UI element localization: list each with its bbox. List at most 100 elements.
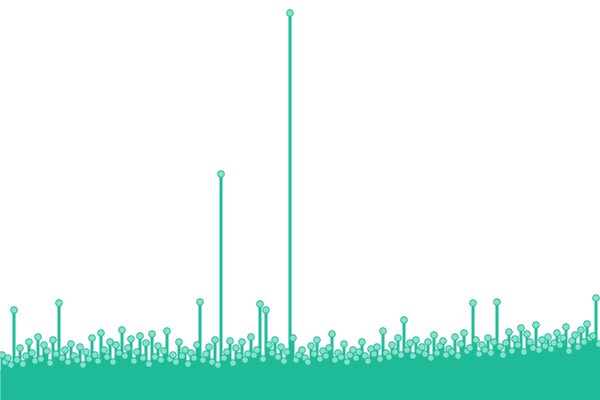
dot — [571, 331, 579, 339]
dot — [400, 316, 408, 324]
dot — [10, 306, 18, 314]
dot — [583, 320, 591, 328]
dot — [421, 350, 429, 358]
dot — [64, 358, 72, 366]
dot — [115, 349, 123, 357]
dot — [406, 339, 414, 347]
dot — [574, 343, 582, 351]
dot — [61, 346, 69, 354]
dot — [307, 342, 315, 350]
dot — [142, 339, 150, 347]
dot — [343, 358, 351, 366]
dot — [286, 9, 294, 17]
dot — [46, 359, 54, 367]
dot — [568, 337, 576, 345]
dot — [469, 299, 477, 307]
dot — [118, 326, 126, 334]
dot — [205, 343, 213, 351]
dot — [538, 336, 546, 344]
dot — [544, 333, 552, 341]
dot — [376, 355, 384, 363]
dot — [223, 348, 231, 356]
dot — [181, 346, 189, 354]
dot — [481, 346, 489, 354]
dot — [517, 324, 525, 332]
dot — [109, 358, 117, 366]
dot — [427, 354, 435, 362]
dot — [247, 333, 255, 341]
dot — [154, 342, 162, 350]
dot — [352, 354, 360, 362]
dot — [493, 298, 501, 306]
dot — [448, 348, 456, 356]
dot — [133, 348, 141, 356]
dot — [502, 339, 510, 347]
dot — [16, 344, 24, 352]
dot — [232, 344, 240, 352]
dot — [508, 347, 516, 355]
dot — [424, 338, 432, 346]
dot — [256, 300, 264, 308]
dot — [196, 298, 204, 306]
dot — [511, 335, 519, 343]
dot — [514, 341, 522, 349]
dot — [460, 329, 468, 337]
dot — [487, 349, 495, 357]
dot — [412, 336, 420, 344]
dot — [58, 354, 66, 362]
dot — [112, 341, 120, 349]
dot — [130, 357, 138, 365]
dot — [274, 353, 282, 361]
dot — [190, 354, 198, 362]
dot — [595, 340, 600, 348]
dot — [94, 357, 102, 365]
dot — [259, 355, 267, 363]
dot — [100, 346, 108, 354]
dot — [124, 344, 132, 352]
dot — [499, 351, 507, 359]
dot — [175, 338, 183, 346]
dot — [466, 344, 474, 352]
dot — [160, 347, 168, 355]
dot — [418, 343, 426, 351]
dot — [385, 353, 393, 361]
dot — [34, 333, 42, 341]
dot — [373, 343, 381, 351]
dot — [370, 350, 378, 358]
dot — [73, 356, 81, 364]
dot — [22, 352, 30, 360]
dot — [157, 356, 165, 364]
dot — [145, 360, 153, 368]
dot — [67, 340, 75, 348]
dot — [43, 347, 51, 355]
dot — [97, 329, 105, 337]
dot — [172, 358, 180, 366]
dot — [127, 335, 135, 343]
dot — [229, 359, 237, 367]
dot — [328, 330, 336, 338]
dot — [217, 170, 225, 178]
dot — [178, 352, 186, 360]
dot — [520, 348, 528, 356]
dot — [208, 358, 216, 366]
dot — [397, 351, 405, 359]
dot — [169, 351, 177, 359]
dot — [331, 356, 339, 364]
dot — [379, 327, 387, 335]
dot — [253, 346, 261, 354]
dot — [280, 357, 288, 365]
dot — [364, 357, 372, 365]
dot — [52, 350, 60, 358]
dot — [580, 338, 588, 346]
dot — [163, 327, 171, 335]
dot — [202, 350, 210, 358]
dot — [451, 333, 459, 341]
dot — [337, 353, 345, 361]
dot — [0, 351, 6, 359]
dot — [562, 323, 570, 331]
dot — [148, 330, 156, 338]
dot — [244, 350, 252, 358]
dot — [304, 358, 312, 366]
dot — [430, 331, 438, 339]
